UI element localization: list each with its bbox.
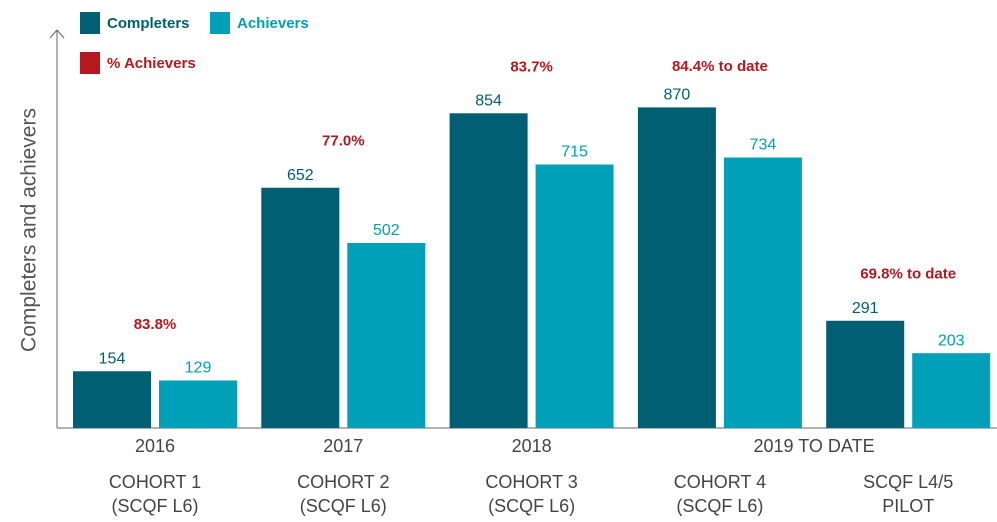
bar [826, 320, 905, 428]
x-tick-label: COHORT 3 [485, 472, 577, 492]
value-label: 291 [852, 300, 879, 317]
x-tick-label: (SCQF L6) [111, 496, 198, 516]
x-tick-label: (SCQF L6) [676, 496, 763, 516]
annotation-label: 83.8% [134, 316, 177, 333]
bar [535, 164, 614, 428]
bar [723, 157, 802, 429]
annotation-label: 84.4% to date [672, 58, 768, 75]
legend-label: Completers [107, 15, 190, 32]
x-tick-label: PILOT [882, 496, 934, 516]
legend-label: % Achievers [107, 55, 196, 72]
x-tick-label: COHORT 1 [109, 472, 201, 492]
value-label: 203 [938, 332, 965, 349]
year-label: 2016 [135, 436, 175, 456]
x-tick-label: (SCQF L6) [488, 496, 575, 516]
value-label: 154 [99, 350, 126, 367]
bar [912, 353, 991, 428]
x-tick-label: COHORT 2 [297, 472, 389, 492]
value-label: 854 [475, 93, 502, 110]
year-label: 2017 [323, 436, 363, 456]
year-label: 2018 [512, 436, 552, 456]
legend-label: Achievers [237, 15, 309, 32]
y-axis-arrow [49, 29, 65, 39]
year-label: 2019 TO DATE [754, 436, 875, 456]
y-axis-label: Completers and achievers [18, 108, 41, 352]
annotation-label: 83.7% [510, 58, 553, 75]
bar [261, 187, 340, 428]
legend-swatch [210, 12, 230, 34]
annotation-label: 77.0% [322, 133, 365, 150]
value-label: 870 [664, 87, 691, 104]
value-label: 502 [373, 222, 400, 239]
bar [159, 380, 237, 428]
bar [347, 243, 426, 428]
value-label: 652 [287, 167, 314, 184]
value-label: 715 [561, 144, 588, 161]
bar [637, 107, 716, 428]
x-tick-label: SCQF L4/5 [863, 472, 953, 492]
legend-swatch [80, 52, 100, 74]
legend-swatch [80, 12, 100, 34]
value-label: 129 [185, 360, 212, 377]
value-label: 734 [750, 137, 777, 154]
annotation-label: 69.8% to date [860, 266, 956, 283]
bar [73, 371, 151, 428]
x-tick-label: (SCQF L6) [300, 496, 387, 516]
bar [449, 113, 528, 428]
x-tick-label: COHORT 4 [674, 472, 766, 492]
